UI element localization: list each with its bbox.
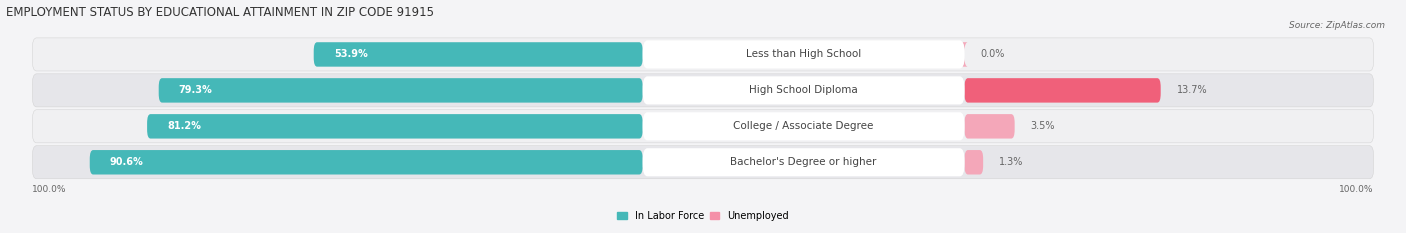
Text: College / Associate Degree: College / Associate Degree <box>734 121 873 131</box>
Text: 3.5%: 3.5% <box>1031 121 1056 131</box>
FancyBboxPatch shape <box>643 148 965 176</box>
FancyBboxPatch shape <box>32 38 1374 71</box>
Text: High School Diploma: High School Diploma <box>749 85 858 95</box>
FancyBboxPatch shape <box>962 42 967 67</box>
Text: Bachelor's Degree or higher: Bachelor's Degree or higher <box>730 157 877 167</box>
FancyBboxPatch shape <box>32 110 1374 143</box>
FancyBboxPatch shape <box>965 78 1161 103</box>
FancyBboxPatch shape <box>148 114 643 139</box>
FancyBboxPatch shape <box>965 114 1015 139</box>
FancyBboxPatch shape <box>965 150 983 175</box>
Text: Less than High School: Less than High School <box>747 49 862 59</box>
Text: 0.0%: 0.0% <box>980 49 1005 59</box>
Text: 81.2%: 81.2% <box>167 121 201 131</box>
Text: 53.9%: 53.9% <box>333 49 367 59</box>
Text: 1.3%: 1.3% <box>1000 157 1024 167</box>
Text: 90.6%: 90.6% <box>110 157 143 167</box>
Legend: In Labor Force, Unemployed: In Labor Force, Unemployed <box>613 207 793 225</box>
FancyBboxPatch shape <box>643 112 965 140</box>
FancyBboxPatch shape <box>643 40 965 69</box>
FancyBboxPatch shape <box>32 146 1374 179</box>
Text: 13.7%: 13.7% <box>1177 85 1208 95</box>
Text: 100.0%: 100.0% <box>1339 185 1374 194</box>
Text: EMPLOYMENT STATUS BY EDUCATIONAL ATTAINMENT IN ZIP CODE 91915: EMPLOYMENT STATUS BY EDUCATIONAL ATTAINM… <box>6 6 433 19</box>
FancyBboxPatch shape <box>32 74 1374 107</box>
Text: Source: ZipAtlas.com: Source: ZipAtlas.com <box>1289 21 1385 30</box>
FancyBboxPatch shape <box>314 42 643 67</box>
Text: 100.0%: 100.0% <box>32 185 67 194</box>
FancyBboxPatch shape <box>643 76 965 104</box>
FancyBboxPatch shape <box>159 78 643 103</box>
Text: 79.3%: 79.3% <box>179 85 212 95</box>
FancyBboxPatch shape <box>90 150 643 175</box>
